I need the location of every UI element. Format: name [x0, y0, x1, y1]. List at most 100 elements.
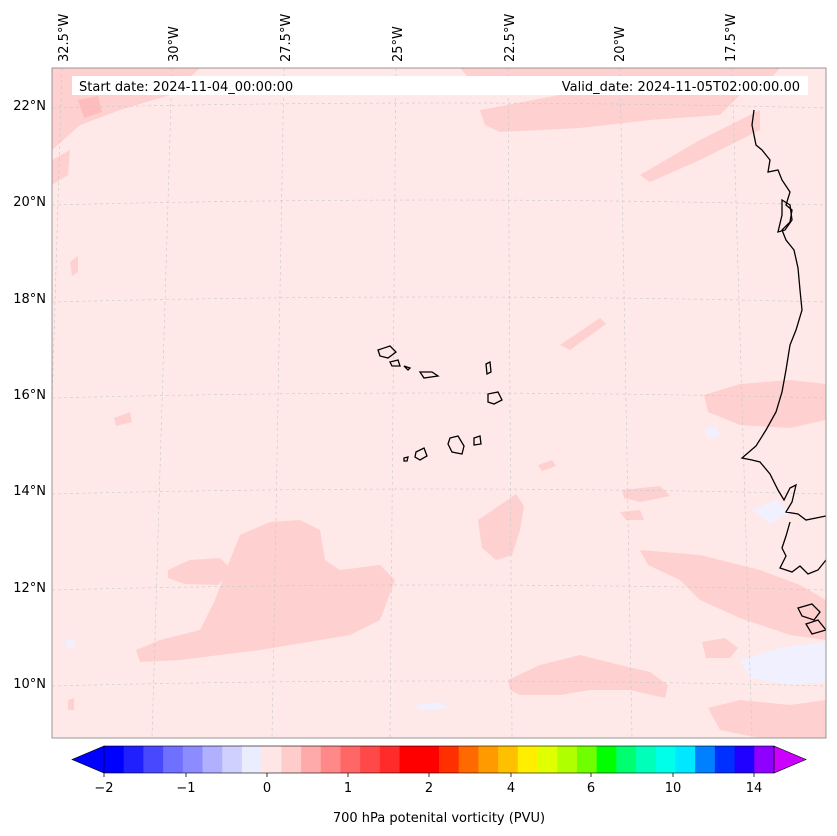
colorbar-tick-label: 10	[665, 781, 682, 796]
colorbar-swatch	[616, 746, 637, 773]
colorbar-swatch	[576, 746, 598, 773]
coastline	[377, 109, 826, 635]
colorbar-min-extend	[71, 745, 105, 774]
latitude-label: 20°N	[13, 195, 46, 210]
pv-patch	[136, 520, 395, 662]
longitude-label: 27.5°W	[279, 14, 294, 62]
longitude-label: 25°W	[391, 26, 406, 62]
colorbar-swatch	[379, 746, 401, 773]
pv-patch	[640, 550, 826, 640]
pv-patch	[538, 460, 556, 471]
colorbar-tick-label: 0	[263, 781, 271, 796]
latitude-label: 22°N	[13, 99, 46, 114]
colorbar-tick-label: 14	[746, 781, 763, 796]
colorbar-swatch	[104, 746, 125, 773]
colorbar-swatch	[596, 746, 617, 773]
latitude-label: 16°N	[13, 388, 46, 403]
map-frame	[51, 67, 827, 739]
colorbar-swatch	[399, 746, 420, 773]
colorbar-swatch	[320, 746, 341, 773]
longitude-label: 32.5°W	[57, 14, 72, 62]
longitude-label: 22.5°W	[503, 14, 518, 62]
colorbar-swatch	[478, 746, 499, 773]
pv-patch	[708, 700, 826, 738]
colorbar-swatch	[537, 746, 558, 773]
colorbar-tick-label: 6	[587, 781, 595, 796]
pv-patch	[620, 510, 644, 520]
latitude-label: 12°N	[13, 581, 46, 596]
colorbar-swatch	[419, 746, 440, 773]
colorbar-tick-label: 4	[507, 781, 515, 796]
longitude-label: 17.5°W	[724, 14, 739, 62]
pv-patch	[70, 256, 78, 276]
longitude-label: 20°W	[613, 26, 628, 62]
colorbar-label: 700 hPa potenital vorticity (PVU)	[333, 811, 545, 826]
island	[418, 371, 440, 379]
colorbar-swatch	[695, 746, 716, 773]
colorbar-tick-label: 1	[344, 781, 352, 796]
pv-field	[52, 68, 826, 738]
colorbar-swatch	[281, 746, 302, 773]
longitude-label: 30°W	[167, 26, 182, 62]
colorbar-swatch	[714, 746, 736, 773]
map-background	[52, 68, 826, 738]
colorbar-swatch	[360, 746, 381, 773]
colorbar-tick-label: −1	[176, 781, 195, 796]
island	[414, 447, 428, 461]
colorbar-tick-label: 2	[425, 781, 433, 796]
colorbar-swatch	[675, 746, 696, 773]
pv-negative-patch	[704, 426, 720, 438]
pv-negative-patch	[414, 702, 450, 710]
colorbar-swatch	[636, 746, 657, 773]
pv-patch	[704, 380, 826, 428]
pv-patch	[560, 318, 606, 350]
pv-patch	[702, 638, 738, 658]
pv-patch	[68, 698, 74, 710]
colorbar-swatch	[261, 746, 282, 773]
island	[403, 456, 409, 462]
graticule	[52, 68, 826, 738]
latitude-label: 14°N	[13, 484, 46, 499]
island	[473, 435, 482, 446]
latitude-label: 18°N	[13, 292, 46, 307]
island	[487, 391, 503, 405]
colorbar-outline	[103, 745, 775, 774]
colorbar-swatch	[143, 746, 164, 773]
island	[485, 360, 492, 376]
colorbar-swatch	[182, 746, 204, 773]
island	[403, 365, 412, 371]
colorbar-swatch	[439, 746, 460, 773]
date-info-box	[72, 76, 808, 95]
colorbar-swatch	[241, 746, 263, 773]
colorbar-swatch	[202, 746, 223, 773]
colorbar-swatch	[655, 746, 676, 773]
colorbar-swatch	[123, 746, 144, 773]
colorbar-swatch	[163, 746, 184, 773]
colorbar-swatch	[301, 746, 322, 773]
pv-patch	[640, 110, 760, 182]
pv-patch	[52, 150, 70, 185]
pv-negative-patch	[66, 638, 74, 648]
colorbar-max-extend	[773, 745, 807, 774]
map-panel: Start date: 2024-11-04_00:00:00 Valid_da…	[51, 67, 827, 739]
colorbar-swatch	[734, 746, 755, 773]
latitude-labels: 22°N 20°N 18°N 16°N 14°N 12°N 10°N	[13, 99, 46, 692]
valid-date-text: Valid_date: 2024-11-05T02:00:00.00	[562, 80, 800, 95]
colorbar-swatch	[458, 746, 479, 773]
pv-negative-patch	[752, 500, 790, 524]
island	[377, 345, 397, 359]
pv-patch	[508, 655, 668, 698]
pv-negative-patch	[740, 642, 826, 685]
colorbar-swatch	[517, 746, 539, 773]
pv-patch	[480, 88, 740, 132]
island	[389, 359, 401, 367]
colorbar-swatch	[498, 746, 519, 773]
pv-patch	[114, 412, 132, 426]
pv-patch	[478, 494, 524, 560]
island	[447, 435, 465, 455]
colorbar-swatch	[754, 746, 775, 773]
latitude-label: 10°N	[13, 677, 46, 692]
colorbar-swatch	[222, 746, 243, 773]
start-date-text: Start date: 2024-11-04_00:00:00	[79, 80, 293, 95]
